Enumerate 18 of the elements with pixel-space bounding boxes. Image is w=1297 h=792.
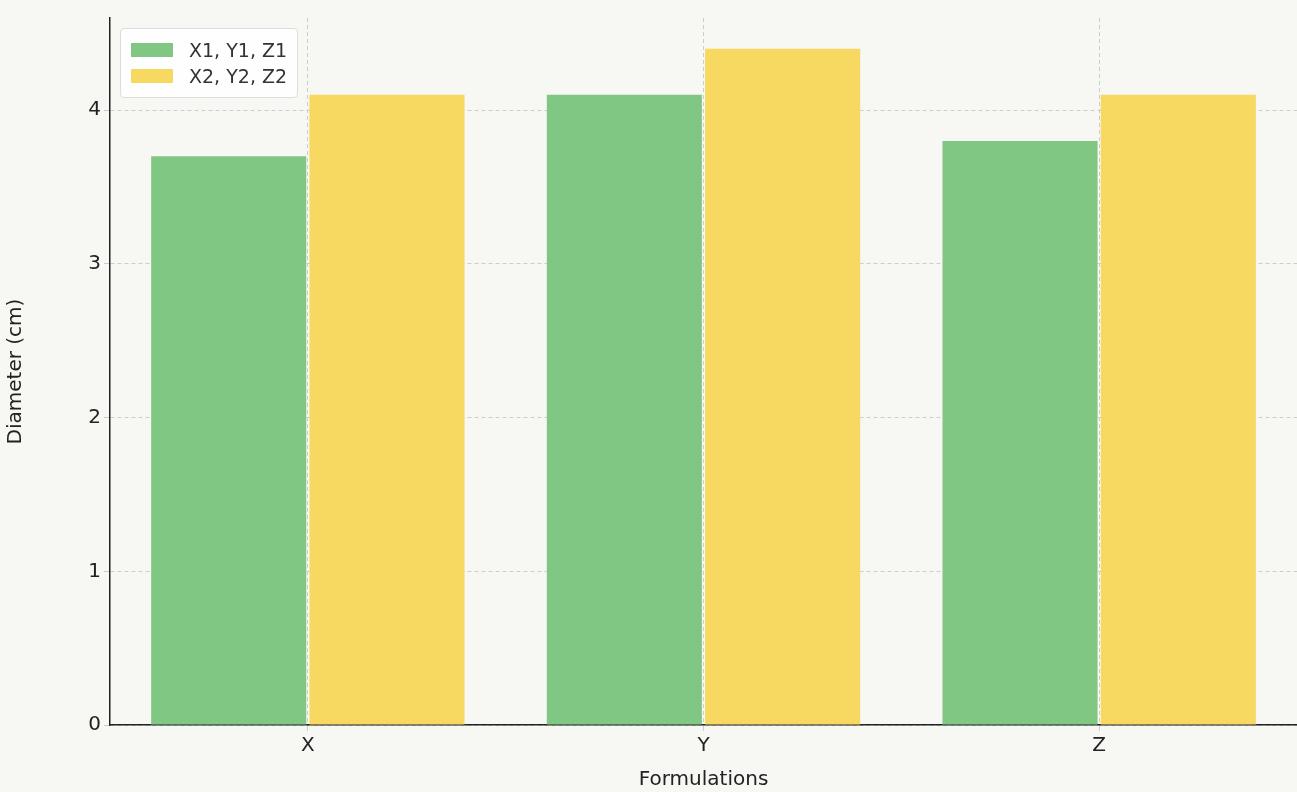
y-tick-label: 4 <box>88 96 101 121</box>
bar <box>705 48 861 725</box>
y-tick-label: 0 <box>88 711 101 736</box>
legend-label: X1, Y1, Z1 <box>189 39 288 61</box>
y-tick-label: 1 <box>88 557 101 582</box>
x-axis-title: Formulations <box>638 766 769 791</box>
legend-label: X2, Y2, Z2 <box>189 65 288 87</box>
x-tick-label: Z <box>1092 732 1107 757</box>
bar <box>546 94 702 725</box>
x-tick-label: X <box>300 732 315 757</box>
bar <box>309 94 465 725</box>
y-tick-label: 3 <box>88 250 101 275</box>
x-tick-label: Y <box>696 732 711 757</box>
y-axis-title: Diameter (cm) <box>2 298 27 445</box>
bar <box>151 156 307 725</box>
y-tick-label: 2 <box>88 403 101 428</box>
bar <box>1100 94 1256 725</box>
bar <box>942 140 1098 725</box>
